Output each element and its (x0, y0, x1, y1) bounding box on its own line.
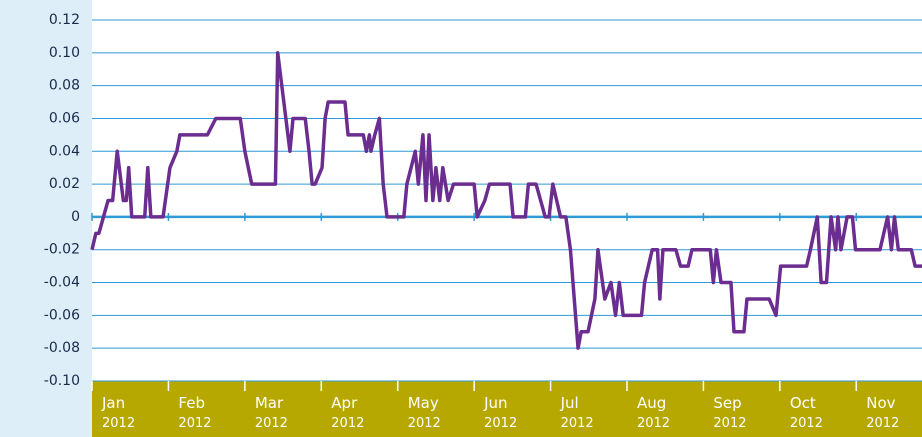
x-tick-label: Apr 2012 (331, 394, 364, 431)
data-line (90, 51, 922, 350)
y-tick-label: -0.04 (44, 275, 80, 291)
x-tick-label: Aug 2012 (637, 394, 670, 431)
y-tick-label: -0.08 (44, 340, 80, 356)
x-tick-label: Sep 2012 (713, 394, 746, 431)
y-tick-label: 0.04 (49, 143, 80, 159)
y-tick-label: 0.12 (49, 12, 80, 28)
x-tick-label: Oct 2012 (790, 394, 823, 431)
y-tick-label: 0 (71, 209, 80, 225)
y-tick-label: -0.06 (44, 307, 80, 323)
axis-panel (0, 0, 92, 437)
x-tick-label: Feb 2012 (178, 394, 211, 431)
y-tick-label: 0.02 (49, 176, 80, 192)
y-tick-label: -0.10 (44, 373, 80, 389)
x-tick-label: Jan 2012 (101, 394, 135, 431)
x-tick-label: Mar 2012 (255, 394, 288, 431)
y-tick-label: -0.02 (44, 242, 80, 258)
y-tick-label: 0.06 (49, 110, 80, 126)
x-axis-band (92, 381, 922, 437)
y-tick-label: 0.10 (49, 45, 80, 61)
x-tick-label: Jul 2012 (560, 394, 594, 431)
y-tick-label: 0.08 (49, 78, 80, 94)
x-tick-label: May 2012 (408, 394, 441, 431)
x-tick-label: Jun 2012 (483, 394, 517, 431)
x-tick-label: Nov 2012 (866, 394, 899, 431)
